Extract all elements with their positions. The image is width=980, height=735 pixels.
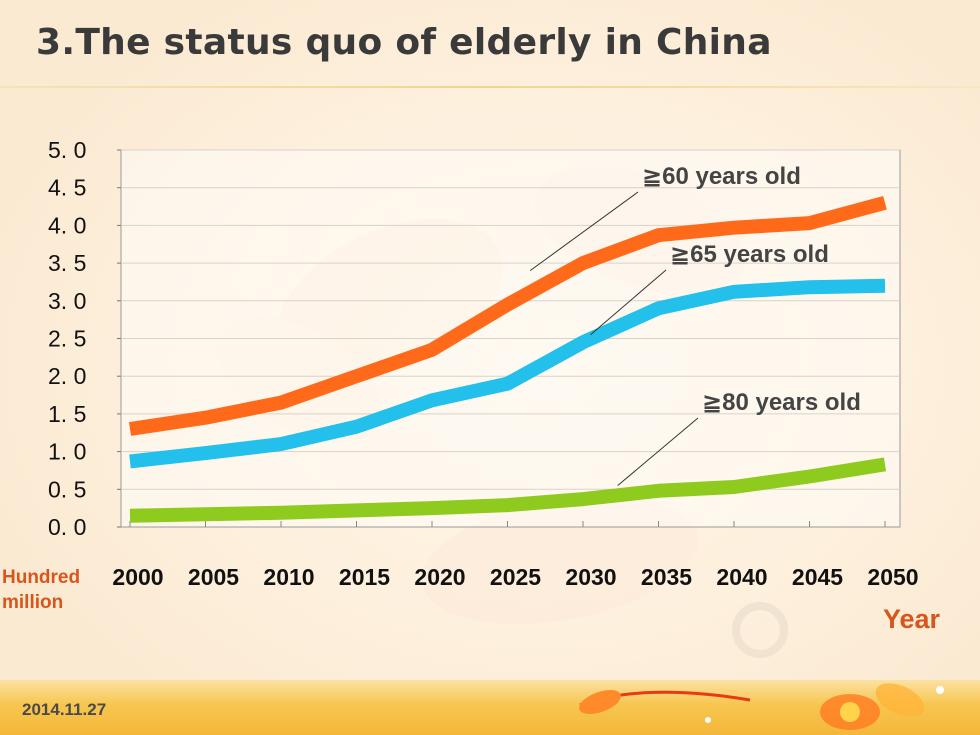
- series-line-2: [129, 278, 886, 469]
- y-tick-label: 3. 5: [48, 250, 86, 276]
- annotation-leader-line: [617, 417, 699, 486]
- x-tick-label: 2050: [867, 564, 918, 590]
- title-divider: [0, 86, 980, 88]
- y-tick-label: 2. 0: [48, 363, 86, 389]
- y-tick-label: 4. 0: [48, 212, 86, 238]
- annotation-label: ≧65 years old: [670, 241, 829, 268]
- slide-date: 2014.11.27: [22, 700, 107, 719]
- slide-title: 3.The status quo of elderly in China: [36, 22, 772, 63]
- y-tick-label: 0. 5: [48, 476, 86, 502]
- series-line-3: [129, 457, 887, 523]
- x-axis-title: Year: [883, 604, 941, 634]
- x-tick-label: 2015: [339, 564, 390, 590]
- x-tick-label: 2020: [414, 564, 465, 590]
- x-tick-label: 2000: [112, 564, 163, 590]
- y-tick-label: 5. 0: [48, 137, 86, 163]
- series-line-1: [128, 196, 887, 436]
- y-tick-label: 3. 0: [48, 288, 86, 314]
- y-tick-label: 2. 5: [48, 326, 86, 352]
- y-tick-label: 1. 5: [48, 401, 86, 427]
- annotation-leader-line: [529, 191, 639, 272]
- y-tick-label: 0. 0: [48, 514, 86, 540]
- annotation-leader-line: [590, 269, 667, 336]
- annotation-label: ≧60 years old: [642, 163, 801, 190]
- elderly-population-line-chart: 0. 0 0. 5 1. 0 1. 5 2. 0 2. 5 3. 0 3. 5 4. 0 4. 5…: [48, 137, 941, 634]
- x-tick-label: 2040: [716, 564, 767, 590]
- x-tick-label: 2025: [490, 564, 541, 590]
- footer-flower-decoration: [579, 683, 944, 730]
- x-tick-label: 2045: [792, 564, 843, 590]
- y-tick-label: 1. 0: [48, 439, 86, 465]
- x-tick-label: 2010: [263, 564, 314, 590]
- annotation-label: ≧80 years old: [702, 389, 861, 416]
- y-axis-unit-label: Hundred million: [2, 567, 81, 613]
- x-tick-label: 2005: [188, 564, 239, 590]
- x-tick-label: 2035: [641, 564, 692, 590]
- y-tick-label: 4. 5: [48, 175, 86, 201]
- footer-bar: [0, 680, 980, 735]
- x-tick-label: 2030: [565, 564, 616, 590]
